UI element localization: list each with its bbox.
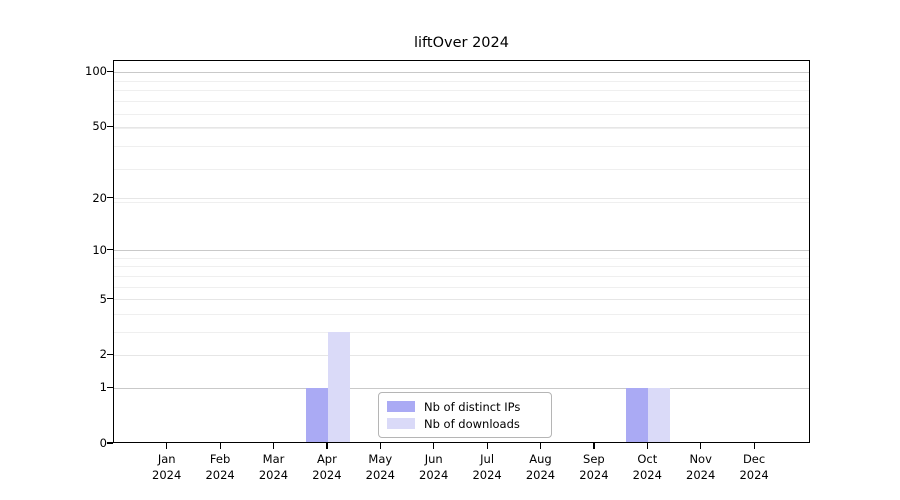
x-tick-label: Jun 2024 bbox=[419, 452, 449, 482]
x-tick-label: Apr 2024 bbox=[312, 452, 342, 482]
x-tick-label: Mar 2024 bbox=[258, 452, 289, 482]
gridline-minor bbox=[114, 266, 809, 268]
y-tick-label: 20 bbox=[92, 190, 107, 205]
y-tick-mark bbox=[107, 125, 113, 127]
x-tick-label: Feb 2024 bbox=[205, 452, 235, 482]
gridline-minor bbox=[114, 113, 809, 115]
bar-apr-series1 bbox=[327, 332, 350, 442]
legend-label-distinct-ips: Nb of distinct IPs bbox=[424, 399, 521, 414]
gridline-minor bbox=[114, 128, 809, 130]
bar-apr-series0 bbox=[305, 388, 328, 442]
x-tick-mark bbox=[166, 443, 168, 449]
x-tick-label: Nov 2024 bbox=[686, 452, 716, 482]
gridline-minor bbox=[114, 275, 809, 277]
x-tick-mark bbox=[379, 443, 381, 449]
legend-label-downloads: Nb of downloads bbox=[424, 416, 520, 431]
legend-item-downloads: Nb of downloads bbox=[387, 417, 551, 431]
gridline-major bbox=[114, 299, 809, 301]
y-tick-mark bbox=[107, 442, 113, 444]
gridline-minor bbox=[114, 313, 809, 315]
gridline-major bbox=[114, 71, 809, 73]
legend-swatch-distinct-ips bbox=[387, 401, 415, 412]
gridline-minor bbox=[114, 80, 809, 82]
plot-area bbox=[113, 60, 810, 443]
gridline-major bbox=[114, 126, 809, 128]
x-tick-mark bbox=[700, 443, 702, 449]
y-tick-mark bbox=[107, 197, 113, 199]
y-tick-label: 1 bbox=[99, 380, 107, 395]
y-tick-mark bbox=[107, 386, 113, 388]
gridline-major bbox=[114, 354, 809, 356]
x-tick-mark bbox=[219, 443, 221, 449]
legend: Nb of distinct IPs Nb of downloads bbox=[378, 392, 552, 438]
x-tick-label: Oct 2024 bbox=[632, 452, 662, 482]
y-tick-label: 0 bbox=[99, 436, 107, 450]
x-tick-mark bbox=[486, 443, 488, 449]
x-tick-mark bbox=[539, 443, 542, 449]
x-tick-mark bbox=[326, 443, 328, 449]
x-tick-mark bbox=[433, 443, 435, 449]
y-tick-mark bbox=[107, 298, 113, 300]
chart-title: liftOver 2024 bbox=[414, 35, 509, 51]
x-tick-label: Jan 2024 bbox=[152, 452, 182, 482]
x-tick-label: Dec 2024 bbox=[739, 452, 769, 482]
bar-oct-series0 bbox=[626, 388, 649, 442]
y-tick-label: 100 bbox=[85, 64, 107, 79]
x-tick-mark bbox=[753, 443, 755, 449]
y-tick-mark bbox=[107, 70, 113, 72]
x-tick-mark bbox=[646, 443, 648, 449]
gridline-minor bbox=[114, 90, 809, 92]
gridline-minor bbox=[114, 169, 809, 171]
x-tick-mark bbox=[593, 443, 595, 449]
bar-oct-series1 bbox=[648, 388, 671, 442]
x-tick-label: Sep 2024 bbox=[579, 452, 609, 482]
x-tick-mark bbox=[272, 443, 275, 449]
legend-item-distinct-ips: Nb of distinct IPs bbox=[387, 400, 551, 414]
y-tick-label: 2 bbox=[99, 347, 107, 362]
y-tick-mark bbox=[107, 249, 113, 251]
gridline-minor bbox=[114, 101, 809, 103]
x-tick-label: Aug 2024 bbox=[525, 452, 556, 482]
x-tick-label: Jul 2024 bbox=[472, 452, 502, 482]
gridline-major bbox=[114, 250, 809, 252]
x-tick-label: May 2024 bbox=[365, 452, 395, 482]
gridline-minor bbox=[114, 257, 809, 259]
gridline-minor bbox=[114, 146, 809, 148]
legend-swatch-downloads bbox=[387, 418, 415, 429]
gridline-minor bbox=[114, 202, 809, 204]
gridline-minor bbox=[114, 286, 809, 288]
gridline-major bbox=[114, 198, 809, 200]
y-tick-mark bbox=[107, 353, 113, 356]
y-tick-label: 50 bbox=[92, 119, 107, 134]
y-tick-label: 10 bbox=[92, 242, 107, 257]
gridline-major bbox=[114, 387, 809, 389]
y-tick-label: 5 bbox=[99, 291, 107, 306]
gridline-minor bbox=[114, 331, 809, 333]
